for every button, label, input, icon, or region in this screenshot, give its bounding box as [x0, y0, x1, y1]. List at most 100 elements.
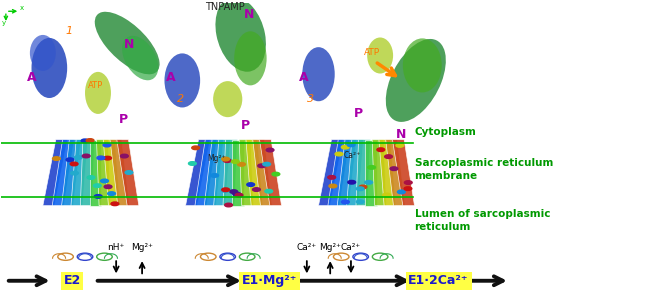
Circle shape	[233, 192, 240, 196]
Text: 2: 2	[177, 94, 184, 104]
Text: A: A	[166, 71, 176, 84]
Text: A: A	[299, 71, 309, 84]
Circle shape	[265, 189, 272, 193]
Text: 3: 3	[307, 94, 314, 104]
Polygon shape	[379, 140, 396, 206]
Polygon shape	[337, 140, 357, 206]
Polygon shape	[214, 140, 231, 206]
Circle shape	[66, 158, 74, 161]
Polygon shape	[223, 140, 237, 206]
Text: Ca²⁺: Ca²⁺	[341, 243, 361, 252]
Circle shape	[53, 157, 60, 161]
Polygon shape	[385, 140, 405, 206]
Circle shape	[258, 164, 266, 168]
Ellipse shape	[403, 38, 442, 92]
Circle shape	[231, 160, 239, 163]
Circle shape	[377, 148, 385, 151]
Circle shape	[247, 183, 255, 186]
Circle shape	[224, 159, 231, 162]
Text: E2: E2	[64, 274, 81, 287]
Text: Lumen of sarcoplasmic
reticulum: Lumen of sarcoplasmic reticulum	[415, 209, 550, 232]
Circle shape	[390, 167, 398, 171]
Circle shape	[347, 143, 355, 147]
Circle shape	[221, 188, 229, 192]
Polygon shape	[318, 140, 343, 206]
Circle shape	[225, 203, 233, 207]
Circle shape	[108, 192, 116, 195]
Ellipse shape	[85, 72, 111, 114]
Text: P: P	[240, 119, 250, 132]
Polygon shape	[239, 140, 254, 206]
Polygon shape	[195, 140, 217, 206]
Circle shape	[222, 157, 229, 161]
Circle shape	[341, 145, 349, 149]
Polygon shape	[62, 140, 81, 206]
Text: y: y	[2, 20, 6, 26]
Circle shape	[237, 163, 245, 166]
Text: Sarcoplasmic reticulum
membrane: Sarcoplasmic reticulum membrane	[415, 158, 553, 181]
Text: Mg²⁺: Mg²⁺	[131, 243, 153, 252]
Circle shape	[104, 185, 112, 188]
Circle shape	[74, 156, 82, 159]
Circle shape	[253, 188, 260, 191]
Ellipse shape	[213, 81, 242, 117]
Polygon shape	[393, 140, 415, 206]
Polygon shape	[328, 140, 350, 206]
Text: P: P	[119, 113, 128, 126]
Circle shape	[83, 154, 90, 158]
Polygon shape	[110, 140, 129, 206]
Circle shape	[404, 181, 412, 184]
Circle shape	[396, 143, 404, 147]
Circle shape	[103, 143, 111, 147]
Ellipse shape	[30, 35, 56, 71]
Circle shape	[111, 202, 119, 206]
Text: A: A	[27, 71, 36, 84]
Polygon shape	[372, 140, 386, 206]
Ellipse shape	[234, 31, 266, 85]
Circle shape	[235, 193, 243, 197]
Polygon shape	[103, 140, 120, 206]
Polygon shape	[233, 140, 244, 206]
Polygon shape	[81, 140, 95, 206]
Circle shape	[359, 185, 367, 189]
Text: E1·2Ca²⁺: E1·2Ca²⁺	[408, 274, 469, 287]
Text: Cytoplasm: Cytoplasm	[415, 126, 476, 136]
Circle shape	[365, 181, 372, 184]
Circle shape	[329, 184, 337, 188]
Circle shape	[188, 162, 196, 165]
Text: N: N	[244, 8, 254, 21]
Polygon shape	[365, 140, 377, 206]
Polygon shape	[204, 140, 224, 206]
Text: x: x	[20, 5, 24, 11]
Polygon shape	[356, 140, 370, 206]
Circle shape	[94, 195, 102, 198]
Circle shape	[211, 174, 218, 177]
Text: N: N	[124, 38, 135, 51]
Ellipse shape	[386, 39, 446, 122]
Polygon shape	[259, 140, 281, 206]
Circle shape	[335, 152, 343, 156]
Polygon shape	[96, 140, 110, 206]
Text: 1: 1	[66, 26, 73, 36]
Polygon shape	[117, 140, 139, 206]
Polygon shape	[52, 140, 74, 206]
Ellipse shape	[302, 47, 335, 101]
Text: nH⁺: nH⁺	[107, 243, 125, 252]
Polygon shape	[253, 140, 272, 206]
Circle shape	[385, 155, 393, 158]
Circle shape	[272, 172, 280, 176]
Circle shape	[230, 190, 238, 193]
Text: E1·Mg²⁺: E1·Mg²⁺	[242, 274, 298, 287]
Text: TNPAMP: TNPAMP	[205, 2, 244, 12]
Circle shape	[348, 181, 356, 184]
Circle shape	[192, 146, 200, 150]
Ellipse shape	[367, 37, 393, 74]
Polygon shape	[71, 140, 88, 206]
Text: N: N	[396, 128, 407, 141]
Circle shape	[368, 166, 376, 169]
Polygon shape	[43, 140, 68, 206]
Text: Ca²⁺: Ca²⁺	[297, 243, 317, 252]
Ellipse shape	[122, 36, 158, 80]
Text: P: P	[354, 107, 363, 120]
Circle shape	[71, 171, 79, 175]
